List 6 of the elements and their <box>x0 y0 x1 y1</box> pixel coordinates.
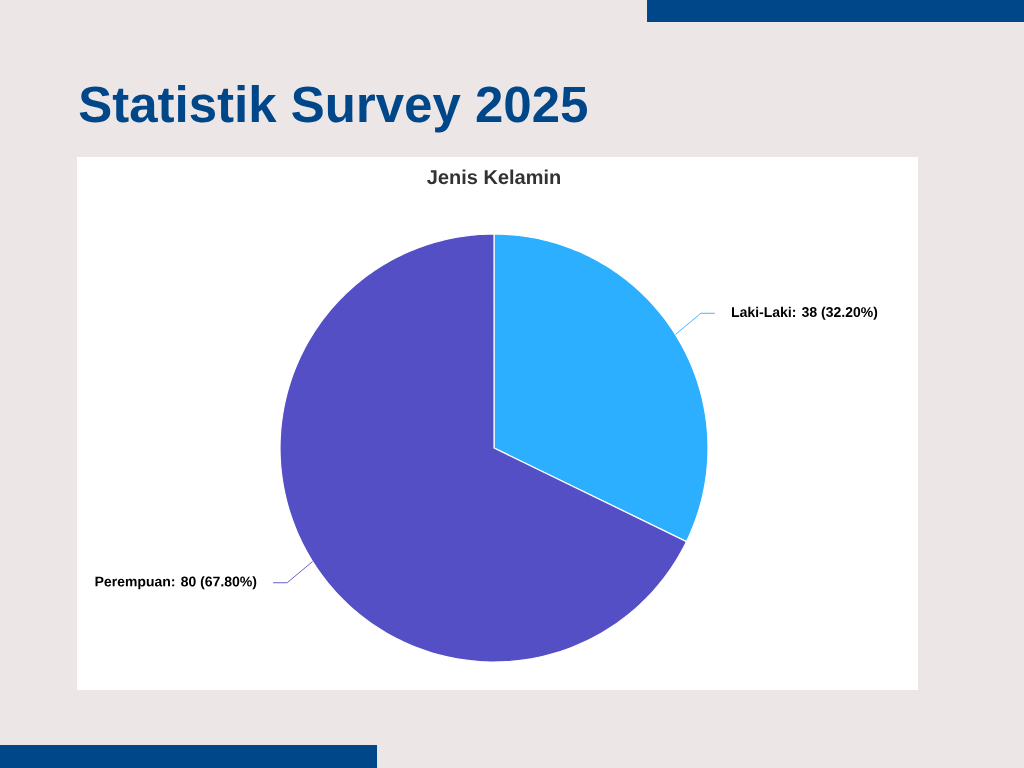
slice-label: Laki-Laki <box>732 306 791 318</box>
chart-title: Statistik Survey 2025 <box>79 85 587 133</box>
slice-label: Perempuan <box>95 576 170 590</box>
data-label: : 80 (67.80%) <box>172 576 257 590</box>
data-label: : 38 (32.20%) <box>793 306 878 320</box>
chart-subtitle: Jenis Kelamin <box>427 169 560 185</box>
